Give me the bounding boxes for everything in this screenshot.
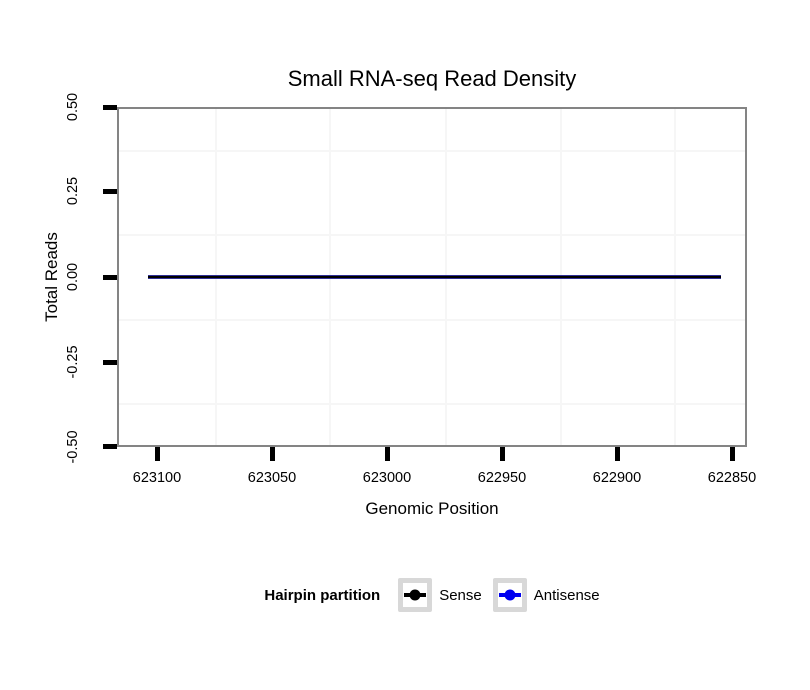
x-tick-label: 622900 — [592, 470, 642, 486]
minor-gridline-horizontal — [119, 319, 745, 321]
read-density-line — [147, 275, 721, 279]
x-tick-label: 623000 — [362, 470, 412, 486]
x-tick-mark — [154, 447, 160, 461]
legend-item-antisense: Antisense — [492, 578, 600, 612]
legend-label-antisense: Antisense — [533, 586, 600, 604]
legend-key-sense — [398, 578, 433, 612]
y-tick-label: -0.25 — [65, 345, 81, 379]
minor-gridline-horizontal — [119, 403, 745, 406]
y-tick-mark — [103, 275, 117, 280]
legend: Hairpin partition Sense Antisense — [117, 577, 747, 613]
y-axis-title: Total Reads — [42, 232, 61, 322]
y-tick-label: 0.25 — [65, 176, 81, 206]
y-tick-mark — [103, 189, 117, 194]
legend-item-sense: Sense — [398, 578, 482, 612]
sense-point-icon — [409, 589, 421, 601]
x-tick-mark — [499, 447, 505, 461]
y-tick-label: 0.00 — [65, 262, 81, 292]
x-tick-mark — [729, 447, 735, 461]
sense-line-core — [147, 276, 721, 278]
antisense-line-fringe — [147, 275, 721, 276]
minor-gridline-horizontal — [119, 233, 745, 236]
x-axis-title: Genomic Position — [365, 499, 499, 518]
y-tick-label: 0.50 — [65, 92, 81, 122]
y-tick-label: -0.50 — [65, 430, 81, 464]
legend-label-sense: Sense — [439, 586, 482, 604]
x-tick-label: 622850 — [707, 470, 757, 486]
x-tick-label: 622950 — [477, 470, 527, 486]
plot-title: Small RNA-seq Read Density — [287, 66, 577, 91]
plot-panel — [117, 107, 747, 447]
antisense-line-fringe — [147, 278, 721, 279]
antisense-point-icon — [504, 589, 516, 601]
y-tick-mark — [103, 444, 117, 449]
minor-gridline-horizontal — [119, 149, 745, 152]
y-tick-mark — [103, 360, 117, 365]
legend-key-antisense — [492, 578, 527, 612]
legend-title: Hairpin partition — [264, 586, 381, 604]
y-tick-mark — [103, 105, 117, 110]
x-tick-mark — [384, 447, 390, 461]
x-tick-mark — [614, 447, 620, 461]
x-tick-label: 623050 — [247, 470, 297, 486]
x-tick-mark — [269, 447, 275, 461]
x-tick-label: 623100 — [132, 470, 182, 486]
